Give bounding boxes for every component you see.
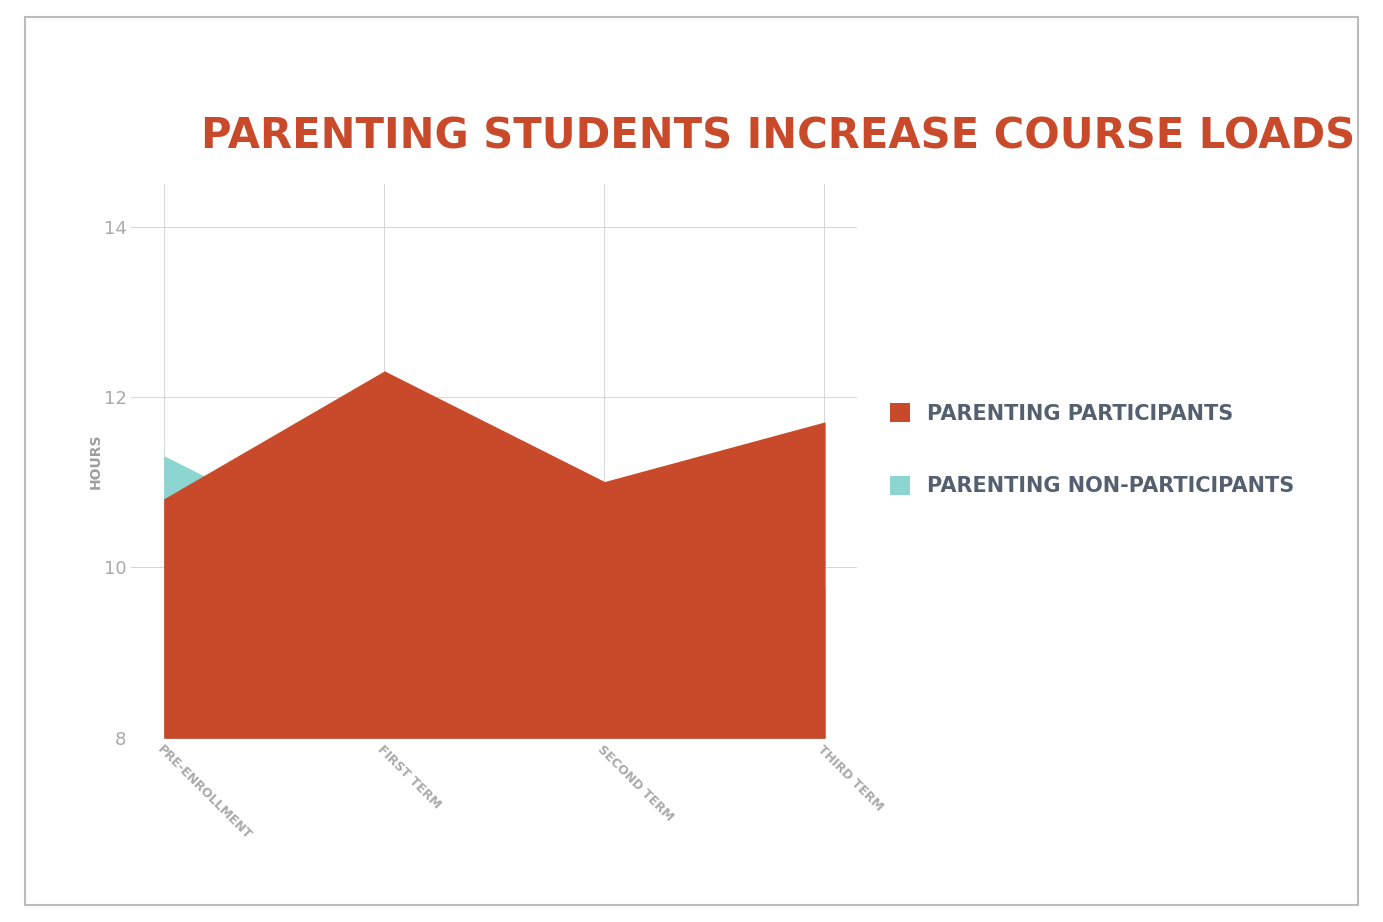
Y-axis label: HOURS: HOURS <box>89 433 102 489</box>
Legend: PARENTING PARTICIPANTS, PARENTING NON-PARTICIPANTS: PARENTING PARTICIPANTS, PARENTING NON-PA… <box>889 404 1294 496</box>
Text: PARENTING STUDENTS INCREASE COURSE LOADS: PARENTING STUDENTS INCREASE COURSE LOADS <box>201 115 1355 158</box>
